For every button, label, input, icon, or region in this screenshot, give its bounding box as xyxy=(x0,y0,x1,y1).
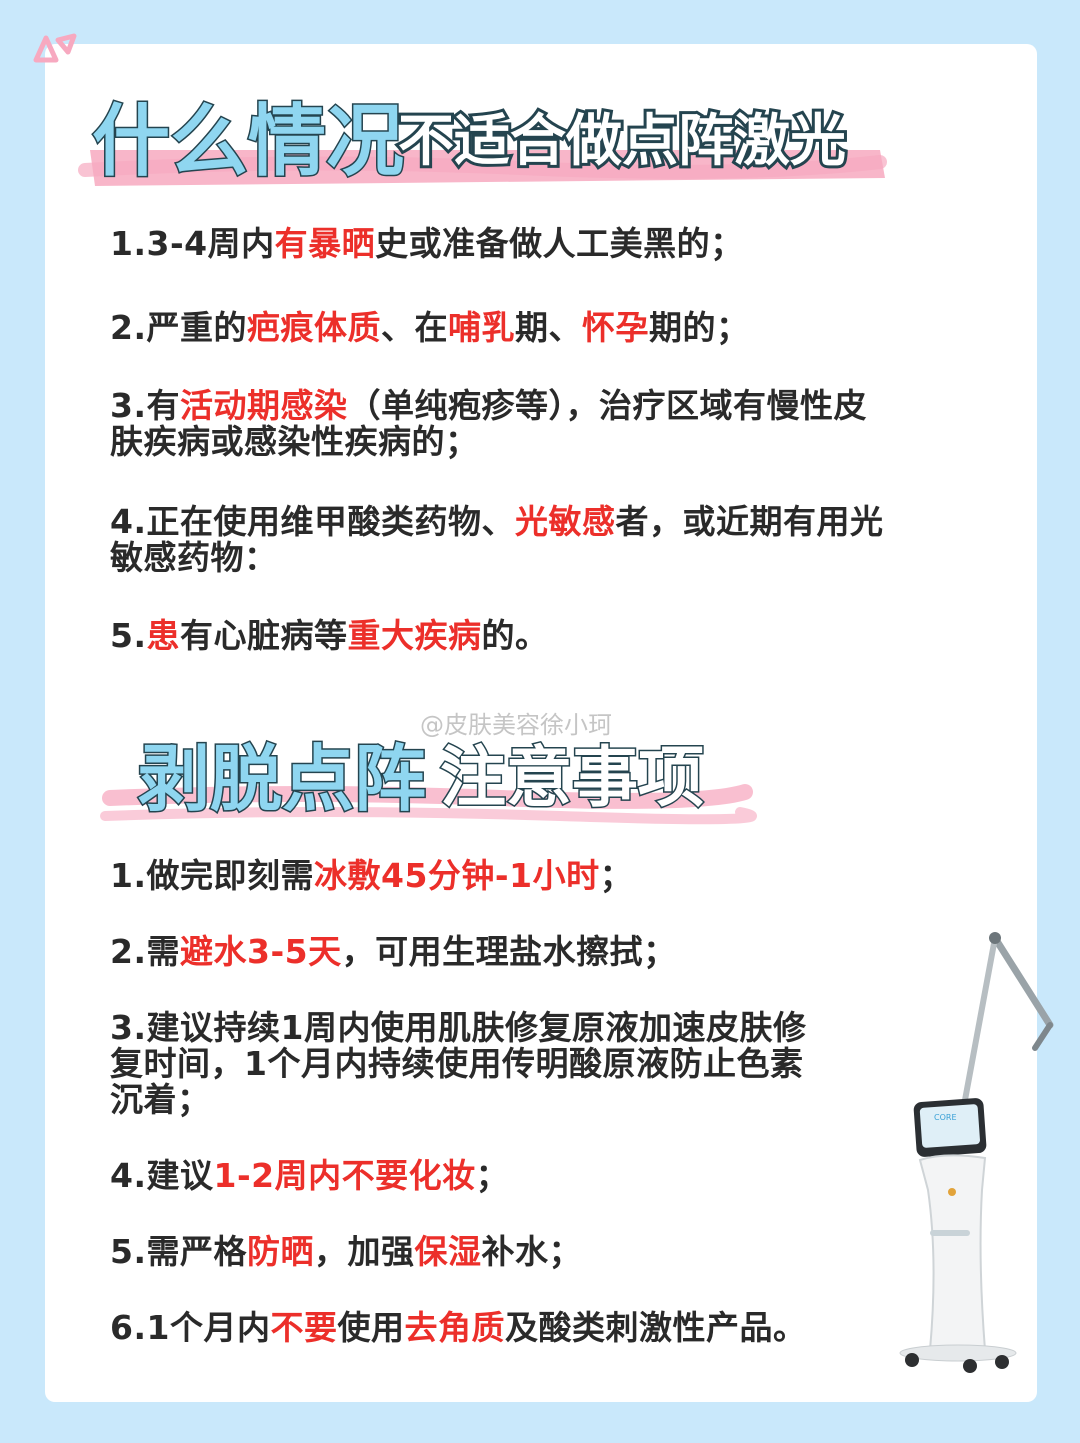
list-item: 5.需严格防晒，加强保湿补水； xyxy=(110,1234,806,1270)
item-text: 者，或近期有用光 敏感药物： xyxy=(110,502,884,577)
item-text: 5. xyxy=(110,616,147,655)
triangle-decoration-icon xyxy=(33,33,77,63)
item-text: 6.1个月内 xyxy=(110,1308,271,1347)
highlight-text: 患 xyxy=(146,616,180,655)
item-text: 期、 xyxy=(515,308,582,347)
item-text: 的。 xyxy=(481,616,549,655)
item-text: ； xyxy=(475,1156,510,1195)
highlight-text: 活动期感染 xyxy=(180,386,348,425)
item-text: 2.需 xyxy=(110,932,180,971)
item-text: 4.建议 xyxy=(110,1156,214,1195)
section1-title-small: 不适合做点阵激光 xyxy=(398,109,846,174)
section1-list: 1.3-4周内有暴晒史或准备做人工美黑的； 2.严重的疤痕体质、在哺乳期、怀孕期的… xyxy=(110,226,884,654)
list-item: 4.建议1-2周内不要化妆； xyxy=(110,1158,806,1194)
highlight-text: 有暴晒 xyxy=(274,224,376,263)
item-text: 期的； xyxy=(649,308,750,347)
item-text: （单纯疱疹等），治疗区域有慢性皮 肤疾病或感染性疾病的； xyxy=(110,386,867,461)
item-text: 有心脏病等 xyxy=(180,616,348,655)
section2-title-part1: 剥脱点阵 xyxy=(138,737,426,821)
list-item: 4.正在使用维甲酸类药物、光敏感者，或近期有用光 敏感药物： xyxy=(110,504,884,576)
section2-title-part2: 注意事项 xyxy=(440,739,704,816)
list-item: 3.建议持续1周内使用肌肤修复原液加速皮肤修 复时间，1个月内持续使用传明酸原液… xyxy=(110,1010,806,1118)
item-text: 、在 xyxy=(381,308,448,347)
watermark-text: @皮肤美容徐小珂 xyxy=(420,711,612,739)
list-item: 2.严重的疤痕体质、在哺乳期、怀孕期的； xyxy=(110,310,884,346)
item-text: 补水； xyxy=(481,1232,582,1271)
highlight-text: 不要 xyxy=(270,1308,338,1347)
item-text: 5.需严格 xyxy=(110,1232,247,1271)
highlight-text: 冰敷45分钟-1小时 xyxy=(314,856,600,895)
item-text: 1.做完即刻需 xyxy=(110,856,314,895)
item-text: 4.正在使用维甲酸类药物、 xyxy=(110,502,515,541)
item-text: ； xyxy=(599,856,634,895)
highlight-text: 1-2周内不要化妆 xyxy=(213,1156,476,1195)
item-text: 史或准备做人工美黑的； xyxy=(375,224,744,263)
highlight-text: 避水3-5天 xyxy=(180,932,342,971)
item-text: 1.3-4周内 xyxy=(110,224,275,263)
section1-heading: 什么情况 不适合做点阵激光 xyxy=(0,88,1080,198)
list-item: 6.1个月内不要使用去角质及酸类刺激性产品。 xyxy=(110,1310,806,1346)
item-text: ，加强 xyxy=(314,1232,415,1271)
list-item: 1.3-4周内有暴晒史或准备做人工美黑的； xyxy=(110,226,884,262)
highlight-text: 光敏感 xyxy=(515,502,616,541)
highlight-text: 重大疾病 xyxy=(347,616,482,655)
highlight-text: 保湿 xyxy=(414,1232,482,1271)
list-item: 3.有活动期感染（单纯疱疹等），治疗区域有慢性皮 肤疾病或感染性疾病的； xyxy=(110,388,884,460)
item-text: 3.有 xyxy=(110,386,180,425)
highlight-text: 哺乳 xyxy=(448,308,515,347)
section2-heading: 剥脱点阵 注意事项 xyxy=(0,728,1080,838)
highlight-text: 疤痕体质 xyxy=(247,308,381,347)
content-card xyxy=(45,44,1037,1402)
pink-brush-stroke-2 xyxy=(78,155,887,179)
list-item: 2.需避水3-5天，可用生理盐水擦拭； xyxy=(110,934,806,970)
item-text: ，可用生理盐水擦拭； xyxy=(341,932,677,971)
item-text: 及酸类刺激性产品。 xyxy=(504,1308,807,1347)
section2-list: 1.做完即刻需冰敷45分钟-1小时； 2.需避水3-5天，可用生理盐水擦拭； 3.建… xyxy=(110,858,806,1346)
section1-heading-art: 什么情况 不适合做点阵激光 xyxy=(78,96,887,189)
section2-heading-art: 剥脱点阵 注意事项 xyxy=(100,736,757,825)
list-item: 5.患有心脏病等重大疾病的。 xyxy=(110,618,884,654)
highlight-text: 防晒 xyxy=(247,1232,314,1271)
item-text: 3.建议持续1周内使用肌肤修复原液加速皮肤修 复时间，1个月内持续使用传明酸原液… xyxy=(110,1008,807,1119)
list-item: 1.做完即刻需冰敷45分钟-1小时； xyxy=(110,858,806,894)
pink-brush-stroke-3 xyxy=(102,784,753,809)
laser-device-icon: CORE xyxy=(899,932,1054,1373)
item-text: 2.严重的 xyxy=(110,308,247,347)
device-screen-brand: CORE xyxy=(934,1113,957,1122)
pink-brush-stroke-4 xyxy=(100,807,757,825)
section1-title-big: 什么情况 xyxy=(92,97,404,187)
highlight-text: 去角质 xyxy=(404,1308,505,1347)
highlight-text: 怀孕 xyxy=(582,308,649,347)
item-text: 使用 xyxy=(337,1308,405,1347)
